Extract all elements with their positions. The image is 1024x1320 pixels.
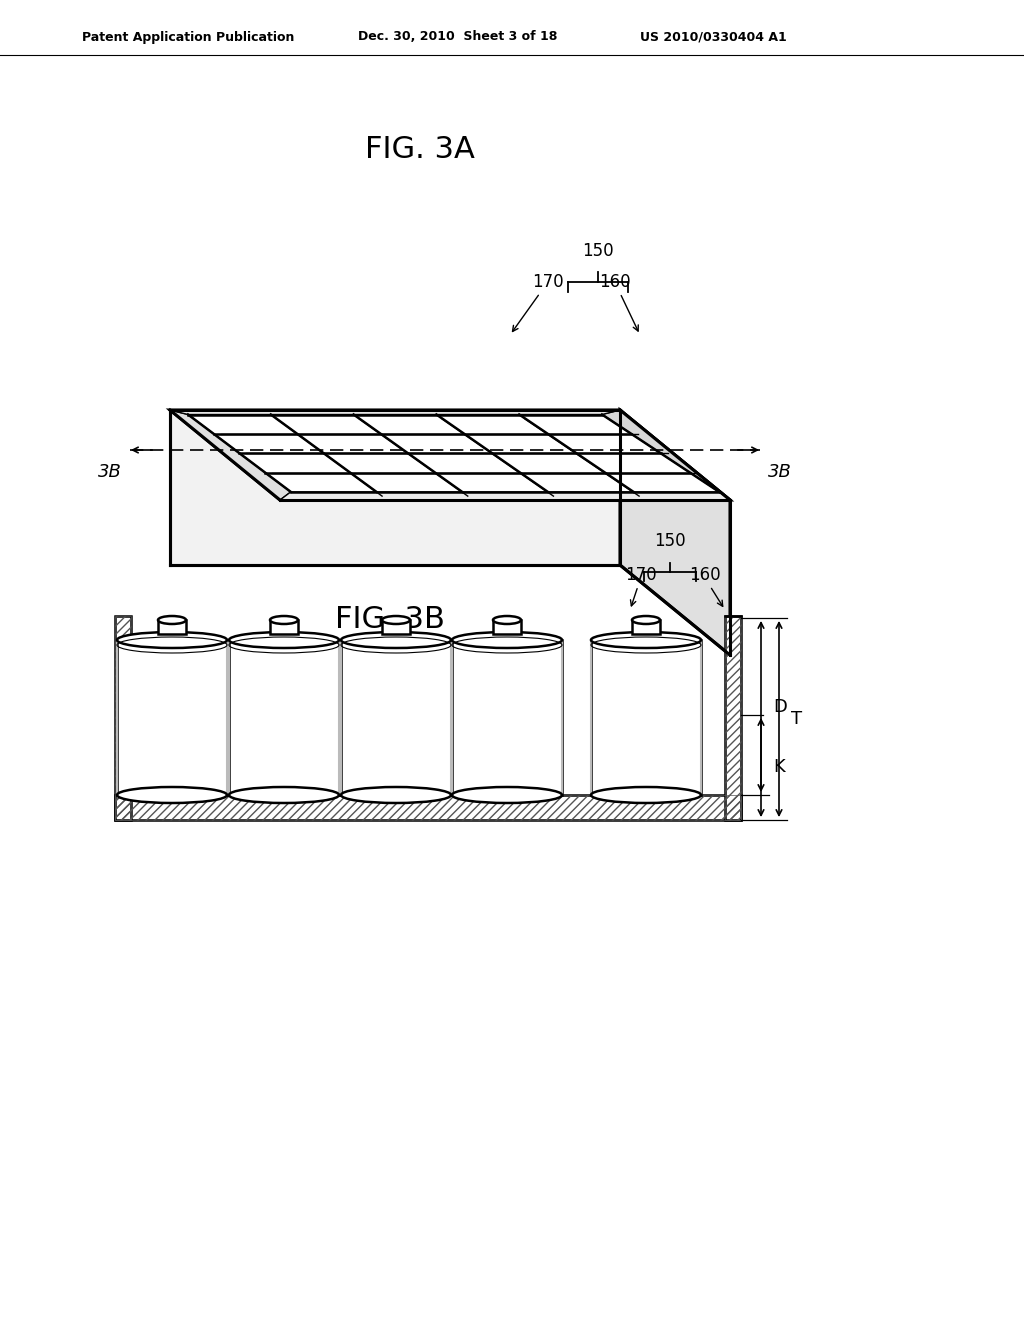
Bar: [115, 616, 131, 820]
Text: Dec. 30, 2010  Sheet 3 of 18: Dec. 30, 2010 Sheet 3 of 18: [358, 30, 557, 44]
Polygon shape: [170, 411, 291, 500]
Bar: [335, 715, 347, 795]
Ellipse shape: [229, 787, 339, 803]
Ellipse shape: [117, 787, 227, 803]
Polygon shape: [280, 492, 730, 500]
Bar: [117, 640, 227, 795]
Ellipse shape: [341, 632, 451, 648]
Text: Patent Application Publication: Patent Application Publication: [82, 30, 294, 44]
Ellipse shape: [452, 632, 562, 648]
Ellipse shape: [591, 787, 701, 803]
Text: 160: 160: [689, 566, 721, 583]
Text: 160: 160: [599, 273, 631, 290]
Text: 170: 170: [626, 566, 656, 583]
Text: 3B: 3B: [98, 463, 122, 480]
Polygon shape: [170, 411, 620, 565]
Text: T: T: [791, 710, 802, 729]
Text: 150: 150: [583, 242, 613, 260]
Ellipse shape: [382, 616, 410, 624]
Bar: [447, 715, 459, 795]
Text: 170: 170: [532, 273, 564, 290]
Bar: [725, 616, 741, 820]
Ellipse shape: [452, 787, 562, 803]
Text: FIG. 3B: FIG. 3B: [335, 606, 445, 635]
Ellipse shape: [493, 616, 521, 624]
Bar: [382, 620, 410, 634]
Bar: [270, 620, 298, 634]
Bar: [341, 640, 451, 795]
Bar: [115, 616, 131, 820]
Bar: [452, 640, 562, 795]
Text: 150: 150: [654, 532, 686, 550]
Bar: [725, 616, 741, 820]
Text: US 2010/0330404 A1: US 2010/0330404 A1: [640, 30, 786, 44]
Bar: [115, 795, 741, 820]
Ellipse shape: [632, 616, 660, 624]
Bar: [632, 620, 660, 634]
Bar: [591, 640, 701, 795]
Ellipse shape: [117, 632, 227, 648]
Ellipse shape: [270, 616, 298, 624]
Polygon shape: [620, 411, 730, 655]
Text: K: K: [773, 759, 784, 776]
Text: D: D: [773, 697, 786, 715]
Text: FIG. 3A: FIG. 3A: [366, 136, 475, 165]
Ellipse shape: [158, 616, 186, 624]
Bar: [229, 640, 339, 795]
Text: 3B: 3B: [768, 463, 792, 480]
Bar: [447, 715, 459, 795]
Polygon shape: [602, 411, 730, 500]
Ellipse shape: [591, 632, 701, 648]
Ellipse shape: [229, 632, 339, 648]
Bar: [223, 715, 234, 795]
Bar: [335, 715, 347, 795]
Bar: [158, 620, 186, 634]
Ellipse shape: [341, 787, 451, 803]
Bar: [493, 620, 521, 634]
Bar: [223, 715, 234, 795]
Polygon shape: [170, 411, 730, 500]
Polygon shape: [170, 411, 620, 414]
Bar: [115, 795, 741, 820]
